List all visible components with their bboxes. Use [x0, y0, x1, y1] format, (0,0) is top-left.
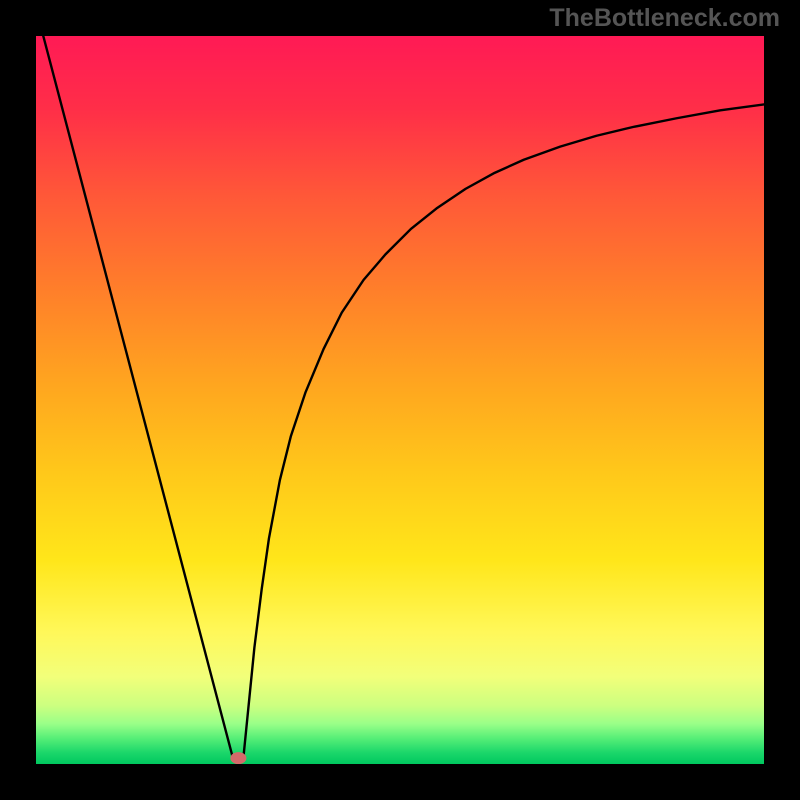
watermark-text: TheBottleneck.com [549, 4, 780, 33]
plot-background [36, 36, 764, 764]
minimum-marker [230, 752, 246, 764]
plot-svg [36, 36, 764, 764]
plot-frame [36, 36, 764, 764]
